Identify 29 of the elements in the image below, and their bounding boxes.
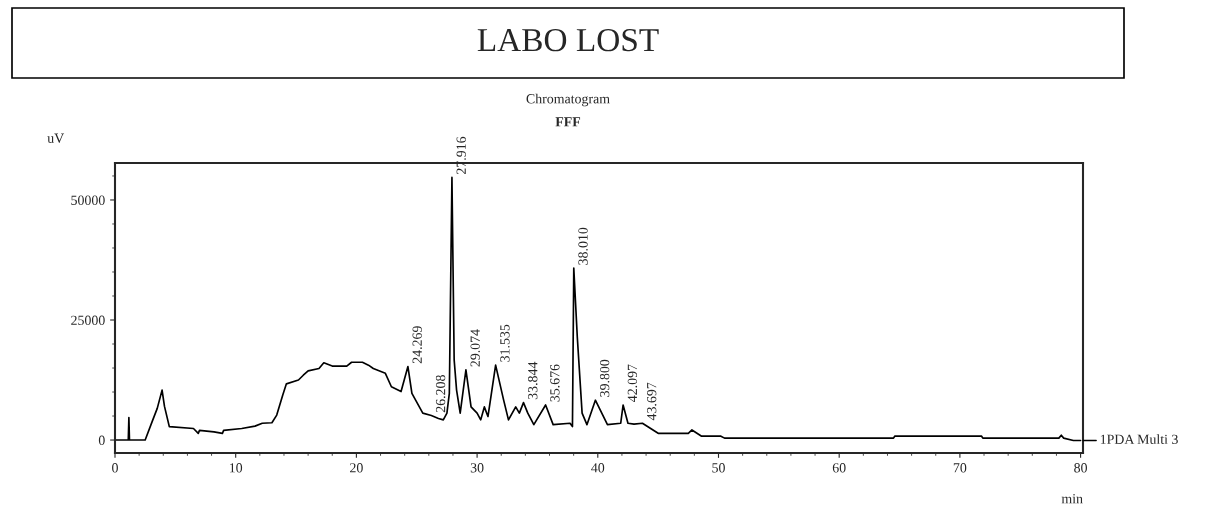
x-tick-label: 40 [591, 463, 605, 473]
x-tick-label: 60 [832, 463, 846, 473]
text: FFF [555, 117, 581, 127]
annotation: 42.097 [627, 364, 638, 402]
x-axis-title: min [1061, 494, 1083, 504]
annotation: 33.844 [528, 361, 538, 400]
chart-subtitle: Chromatogram [526, 93, 610, 107]
x-tick-label: 30 [470, 463, 484, 473]
y-tick-label: 0 [98, 435, 105, 445]
y-axis-title: uV [47, 133, 65, 143]
x-tick-label: 50 [712, 463, 725, 473]
annotation: 38.010 [578, 227, 588, 265]
annotation: 29.074 [470, 329, 480, 367]
annotation: 27.916 [456, 136, 466, 175]
annotation: 39.800 [599, 359, 610, 397]
annotation: 43.697 [647, 382, 657, 421]
y-tick-label: 50000 [71, 195, 105, 205]
annotation: 24.269 [412, 326, 422, 364]
x-tick-label: 70 [953, 463, 967, 473]
annotation: 31.535 [500, 324, 510, 362]
x-tick-label: 80 [1074, 463, 1087, 473]
annotation: 26.208 [435, 375, 446, 413]
chart-title: LABO LOST [477, 28, 659, 52]
annotation: 35.676 [550, 364, 560, 402]
x-tick-label: 20 [350, 463, 363, 473]
legend-label: 1PDA Multi 3 [1100, 434, 1178, 444]
x-tick-label: 0 [112, 463, 118, 473]
x-tick-label: 10 [229, 463, 243, 473]
y-tick-label: 25000 [71, 315, 105, 325]
